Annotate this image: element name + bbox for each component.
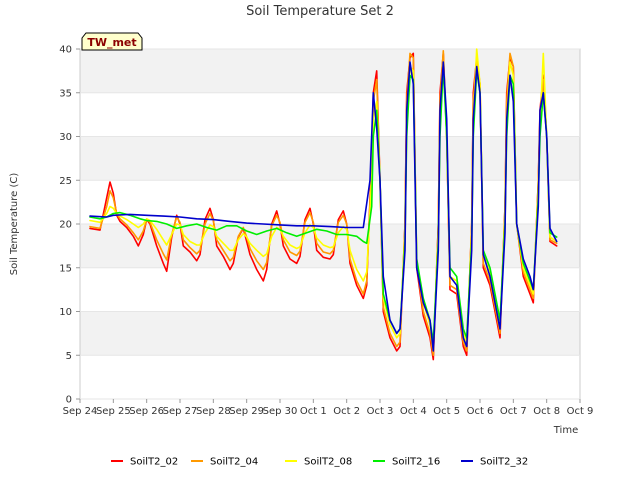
x-tick-label: Sep 27 <box>163 406 198 417</box>
legend-label: SoilT2_02 <box>130 457 178 468</box>
legend-item: SoilT2_04 <box>191 457 258 468</box>
legend-label: SoilT2_04 <box>210 457 258 468</box>
y-axis-ticks: 0 5 10 15 20 25 30 35 40 <box>59 45 580 406</box>
y-tick-label: 30 <box>59 132 72 143</box>
chart-title: Soil Temperature Set 2 <box>246 4 394 19</box>
grid-band <box>80 267 580 312</box>
y-tick-label: 0 <box>66 395 72 406</box>
y-tick-label: 25 <box>59 176 72 187</box>
x-tick-label: Oct 1 <box>300 406 327 417</box>
legend-item: SoilT2_02 <box>111 457 178 468</box>
y-tick-label: 20 <box>59 220 72 231</box>
x-tick-label: Sep 26 <box>129 406 164 417</box>
series-lines <box>89 48 558 361</box>
y-tick-label: 40 <box>59 45 72 56</box>
legend: SoilT2_02 SoilT2_04 SoilT2_08 SoilT2_16 Soil… <box>111 457 528 468</box>
grid-band <box>80 355 580 399</box>
x-tick-label: Oct 3 <box>367 406 394 417</box>
legend-label: SoilT2_32 <box>480 457 528 468</box>
legend-item: SoilT2_32 <box>461 457 528 468</box>
series-line-soilt2_32 <box>89 61 558 352</box>
grid-band <box>80 92 580 137</box>
y-tick-label: 35 <box>59 88 72 99</box>
x-tick-label: Oct 5 <box>433 406 460 417</box>
x-tick-label: Oct 2 <box>333 406 360 417</box>
y-tick-label: 5 <box>66 351 72 362</box>
grid-band <box>80 136 580 181</box>
badge-label: TW_met <box>87 36 136 49</box>
x-axis-label: Time <box>553 425 578 436</box>
x-tick-label: Sep 25 <box>96 406 131 417</box>
x-tick-label: Sep 28 <box>196 406 231 417</box>
x-tick-label: Oct 8 <box>533 406 560 417</box>
legend-label: SoilT2_16 <box>392 457 440 468</box>
site-badge: TW_met <box>81 32 143 51</box>
x-tick-label: Sep 29 <box>229 406 264 417</box>
x-tick-label: Sep 24 <box>63 406 98 417</box>
x-tick-label: Oct 7 <box>500 406 527 417</box>
grid-band <box>80 49 580 93</box>
x-tick-label: Sep 30 <box>263 406 298 417</box>
x-tick-label: Oct 9 <box>567 406 594 417</box>
x-tick-label: Oct 6 <box>467 406 494 417</box>
grid-band <box>80 311 580 356</box>
legend-label: SoilT2_08 <box>304 457 352 468</box>
legend-item: SoilT2_16 <box>373 457 440 468</box>
y-tick-label: 15 <box>59 263 72 274</box>
grid-band <box>80 224 580 268</box>
y-axis-label: Soil Temperature (C) <box>9 173 20 276</box>
badge-shape <box>81 32 143 51</box>
x-tick-label: Oct 4 <box>400 406 427 417</box>
legend-item: SoilT2_08 <box>285 457 352 468</box>
y-tick-label: 10 <box>59 307 72 318</box>
